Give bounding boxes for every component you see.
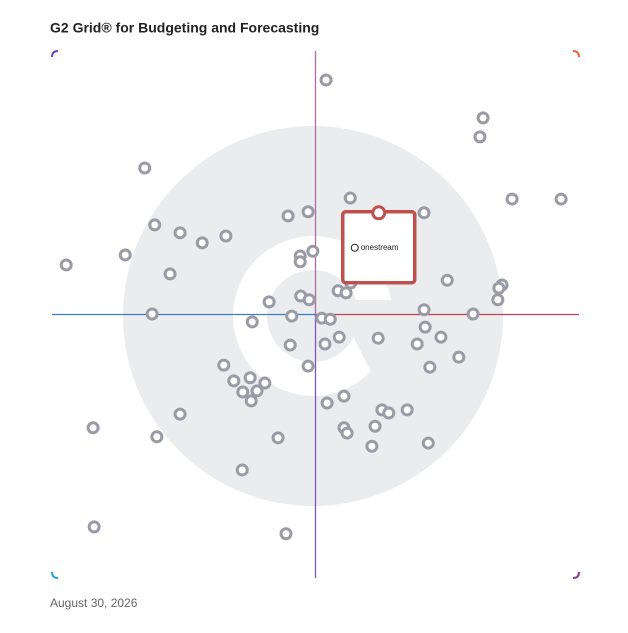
plot-area: onestream	[52, 51, 579, 578]
product-dot	[243, 371, 257, 385]
product-dot	[258, 376, 272, 390]
product-dot	[236, 385, 250, 399]
product-dot	[163, 267, 177, 281]
product-dot	[466, 307, 480, 321]
product-dot	[410, 337, 424, 351]
product-dot	[302, 293, 316, 307]
product-dot	[323, 312, 337, 326]
product-dot	[217, 358, 231, 372]
product-dot	[173, 407, 187, 421]
product-dot	[195, 236, 209, 250]
product-dot	[235, 463, 249, 477]
product-dot	[271, 431, 285, 445]
date-label: August 30, 2026	[50, 596, 138, 610]
product-dot	[86, 421, 100, 435]
product-dot	[227, 374, 241, 388]
product-dot	[343, 191, 357, 205]
product-dot	[301, 205, 315, 219]
product-dot	[332, 330, 346, 344]
chart-title: G2 Grid® for Budgeting and Forecasting	[50, 20, 319, 36]
product-dot	[148, 218, 162, 232]
product-dot	[118, 248, 132, 262]
product-dot	[400, 403, 414, 417]
background-logo	[123, 126, 503, 506]
product-dot	[554, 192, 568, 206]
product-dot	[440, 273, 454, 287]
product-dot	[476, 111, 490, 125]
product-dot	[340, 426, 354, 440]
highlight-label: onestream	[361, 243, 399, 252]
product-dot	[452, 350, 466, 364]
product-dot	[473, 130, 487, 144]
highlight-logo-icon	[350, 243, 359, 252]
product-dot	[306, 244, 320, 258]
highlight-dot	[371, 205, 387, 221]
product-dot	[244, 394, 258, 408]
product-dot	[245, 315, 259, 329]
product-dot	[365, 439, 379, 453]
product-dot	[382, 406, 396, 420]
product-dot	[301, 359, 315, 373]
product-dot	[319, 73, 333, 87]
product-dot	[138, 161, 152, 175]
product-dot	[505, 192, 519, 206]
product-dot	[339, 286, 353, 300]
product-dot	[318, 337, 332, 351]
product-dot	[434, 330, 448, 344]
product-dot	[279, 527, 293, 541]
product-dot	[368, 419, 382, 433]
product-dot	[418, 320, 432, 334]
product-dot	[281, 209, 295, 223]
product-dot	[262, 295, 276, 309]
product-dot	[219, 229, 233, 243]
product-dot	[87, 520, 101, 534]
product-dot	[417, 303, 431, 317]
product-dot	[320, 396, 334, 410]
product-dot	[421, 436, 435, 450]
product-dot	[145, 307, 159, 321]
product-dot	[417, 206, 431, 220]
product-dot	[59, 258, 73, 272]
product-dot	[423, 360, 437, 374]
product-dot	[293, 255, 307, 269]
product-dot	[371, 331, 385, 345]
product-dot	[250, 384, 264, 398]
product-dot	[285, 309, 299, 323]
product-dot	[491, 293, 505, 307]
product-dot	[150, 430, 164, 444]
product-dot	[283, 338, 297, 352]
product-dot	[173, 226, 187, 240]
product-dot	[337, 389, 351, 403]
product-dot	[492, 281, 506, 295]
